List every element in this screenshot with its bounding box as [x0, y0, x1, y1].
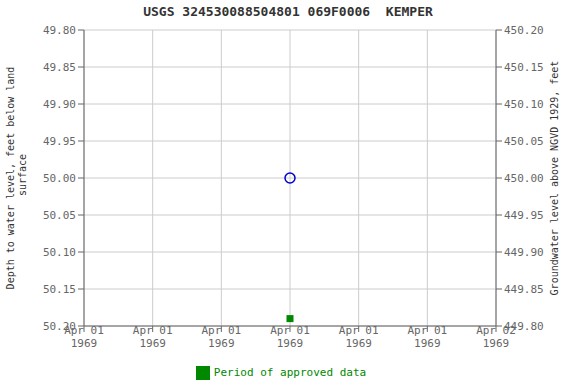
svg-text:50.00: 50.00 [43, 172, 76, 185]
svg-text:449.80: 449.80 [504, 320, 544, 333]
svg-text:449.90: 449.90 [504, 246, 544, 259]
svg-text:Apr 011969: Apr 011969 [201, 324, 241, 350]
svg-text:50.05: 50.05 [43, 209, 76, 222]
svg-text:50.15: 50.15 [43, 283, 76, 296]
svg-text:Apr 011969: Apr 011969 [133, 324, 173, 350]
svg-text:50.20: 50.20 [43, 320, 76, 333]
svg-text:49.90: 49.90 [43, 98, 76, 111]
svg-text:49.80: 49.80 [43, 24, 76, 37]
html-text:1969: 1969 [482, 337, 510, 350]
svg-text:Apr 011969: Apr 011969 [407, 324, 447, 350]
svg-text:49.85: 49.85 [43, 61, 76, 74]
svg-text:Apr 011969: Apr 011969 [270, 324, 310, 350]
html-text:USGS 324530088504801 069F0006: USGS 324530088504801 069F0006 KEMPER [143, 4, 433, 19]
svg-text:450.00: 450.00 [504, 172, 544, 185]
svg-text:449.85: 449.85 [504, 283, 544, 296]
svg-text:450.20: 450.20 [504, 24, 544, 37]
svg-text:450.05: 450.05 [504, 135, 544, 148]
svg-text:449.95: 449.95 [504, 209, 544, 222]
html-text:1969: 1969 [70, 337, 98, 350]
svg-text:50.10: 50.10 [43, 246, 76, 259]
svg-text:450.10: 450.10 [504, 98, 544, 111]
html-text:Period of approved data: Period of approved data [213, 366, 367, 379]
svg-text:Depth to water level, feet bel: Depth to water level, feet below land su… [8, 67, 28, 290]
svg-text:49.95: 49.95 [43, 135, 76, 148]
svg-text:Groundwater level above NGVD 1: Groundwater level above NGVD 1929, feet [549, 61, 560, 296]
svg-text:450.15: 450.15 [504, 61, 544, 74]
html-text:Apr 02: Apr 02 [476, 324, 516, 337]
svg-text:Apr 011969: Apr 011969 [339, 324, 379, 350]
html-text:Apr 01: Apr 01 [64, 324, 104, 337]
